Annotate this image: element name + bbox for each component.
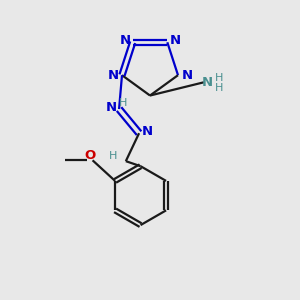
Text: N: N: [181, 69, 192, 82]
Text: N: N: [108, 69, 119, 82]
Text: N: N: [119, 34, 130, 47]
Text: N: N: [142, 125, 153, 138]
Text: H: H: [109, 151, 118, 161]
Text: H: H: [118, 98, 127, 108]
Text: N: N: [202, 76, 213, 89]
Text: H: H: [215, 83, 224, 93]
Text: O: O: [84, 148, 95, 161]
Text: N: N: [169, 34, 181, 47]
Text: N: N: [106, 101, 117, 114]
Text: H: H: [215, 73, 224, 83]
